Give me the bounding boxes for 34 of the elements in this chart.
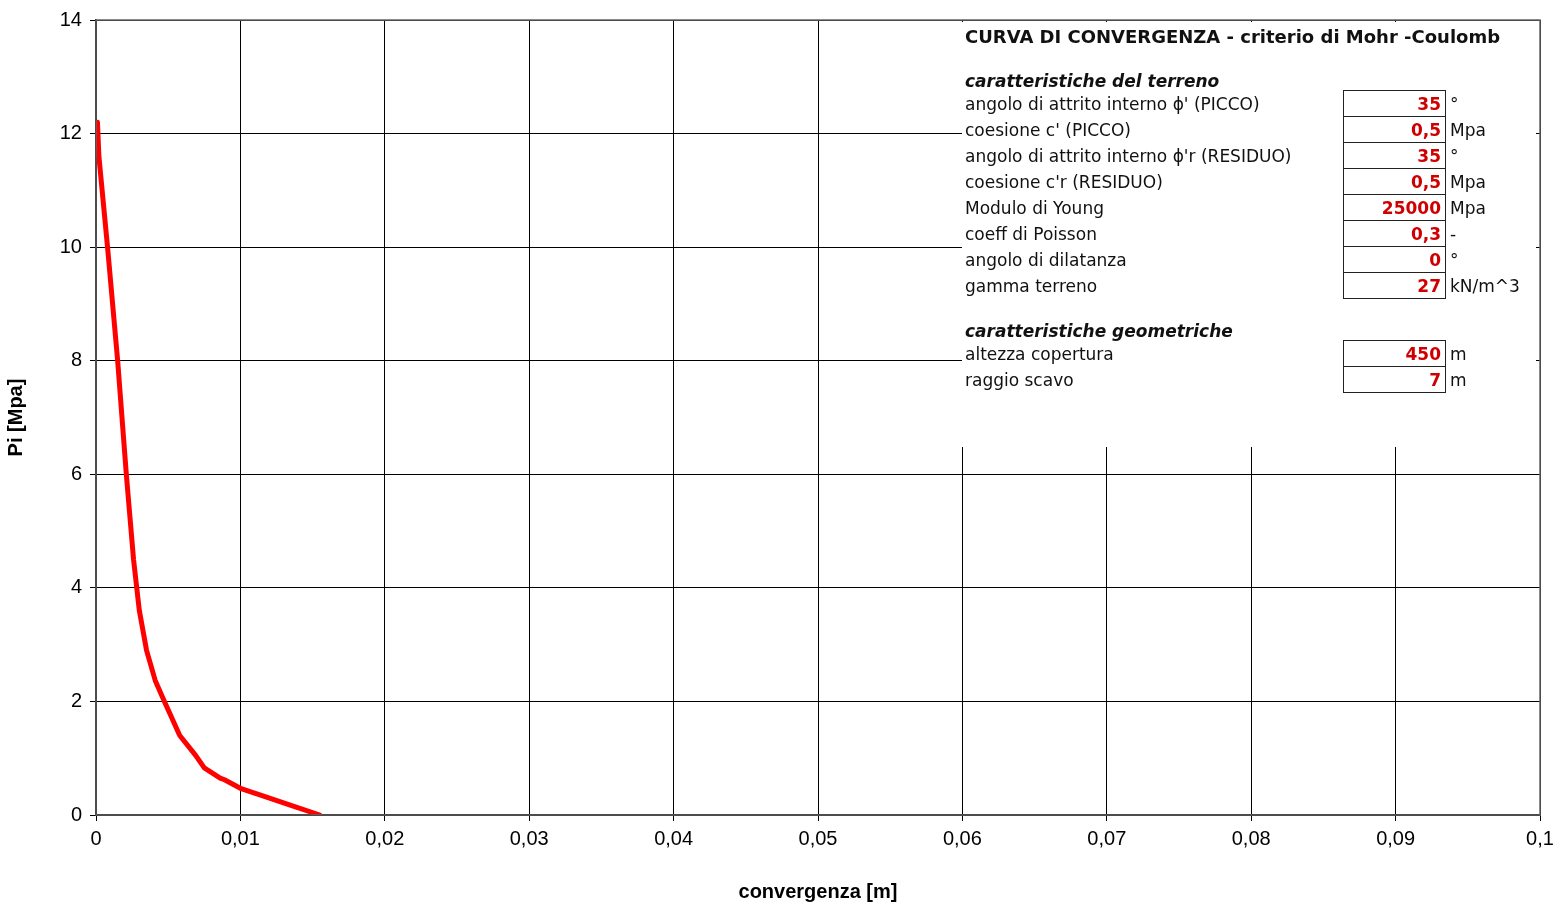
x-tick-label: 0,1 [1526, 826, 1554, 849]
annotation: caratteristiche geometriche [965, 321, 1234, 341]
x-tick-label: 0,03 [509, 826, 549, 849]
y-tick-label: 4 [70, 575, 82, 598]
y-tick-label: 2 [70, 688, 82, 711]
text: gamma terreno 27 kN/m^3 [965, 276, 1520, 296]
text: raggio scavo 7 m [965, 370, 1467, 390]
x-tick-label: 0,06 [942, 826, 982, 849]
y-axis-title: Pi [Mpa] [3, 378, 26, 457]
x-axis-title: convergenza [m] [738, 879, 898, 902]
x-tick-label: 0,04 [654, 826, 694, 849]
x-tick-label: 0,07 [1087, 826, 1127, 849]
y-tick-label: 6 [70, 461, 82, 484]
text: angolo di attrito interno ϕ'r (RESIDUO) 35 ° [965, 146, 1459, 166]
x-tick-label: 0,05 [798, 826, 838, 849]
text: coesione c'r (RESIDUO) 0,5 Mpa [965, 172, 1486, 192]
text: coeff di Poisson 0,3 - [965, 224, 1457, 244]
text: Modulo di Young 25000 Mpa [965, 198, 1486, 218]
annotation: caratteristiche del terreno [965, 71, 1221, 91]
chart-title: CURVA DI CONVERGENZA - criterio di Mohr -Coulomb [965, 26, 1502, 47]
text: angolo di attrito interno ϕ' (PICCO) 35 ° [965, 94, 1459, 114]
x-tick-label: 0,08 [1231, 826, 1271, 849]
y-tick-label: 14 [59, 7, 82, 30]
y-tick-label: 12 [59, 121, 82, 144]
text: coesione c' (PICCO) 0,5 Mpa [965, 120, 1486, 140]
x-tick-label: 0 [90, 826, 102, 849]
x-tick-label: 0,01 [220, 826, 260, 849]
y-tick-label: 8 [70, 348, 82, 371]
x-tick-label: 0,09 [1376, 826, 1416, 849]
y-tick-label: 10 [59, 234, 82, 257]
x-tick-label: 0,02 [365, 826, 405, 849]
text: altezza copertura 450 m [965, 344, 1467, 364]
text: angolo di dilatanza 0 ° [965, 250, 1459, 270]
y-tick-label: 0 [70, 802, 82, 825]
